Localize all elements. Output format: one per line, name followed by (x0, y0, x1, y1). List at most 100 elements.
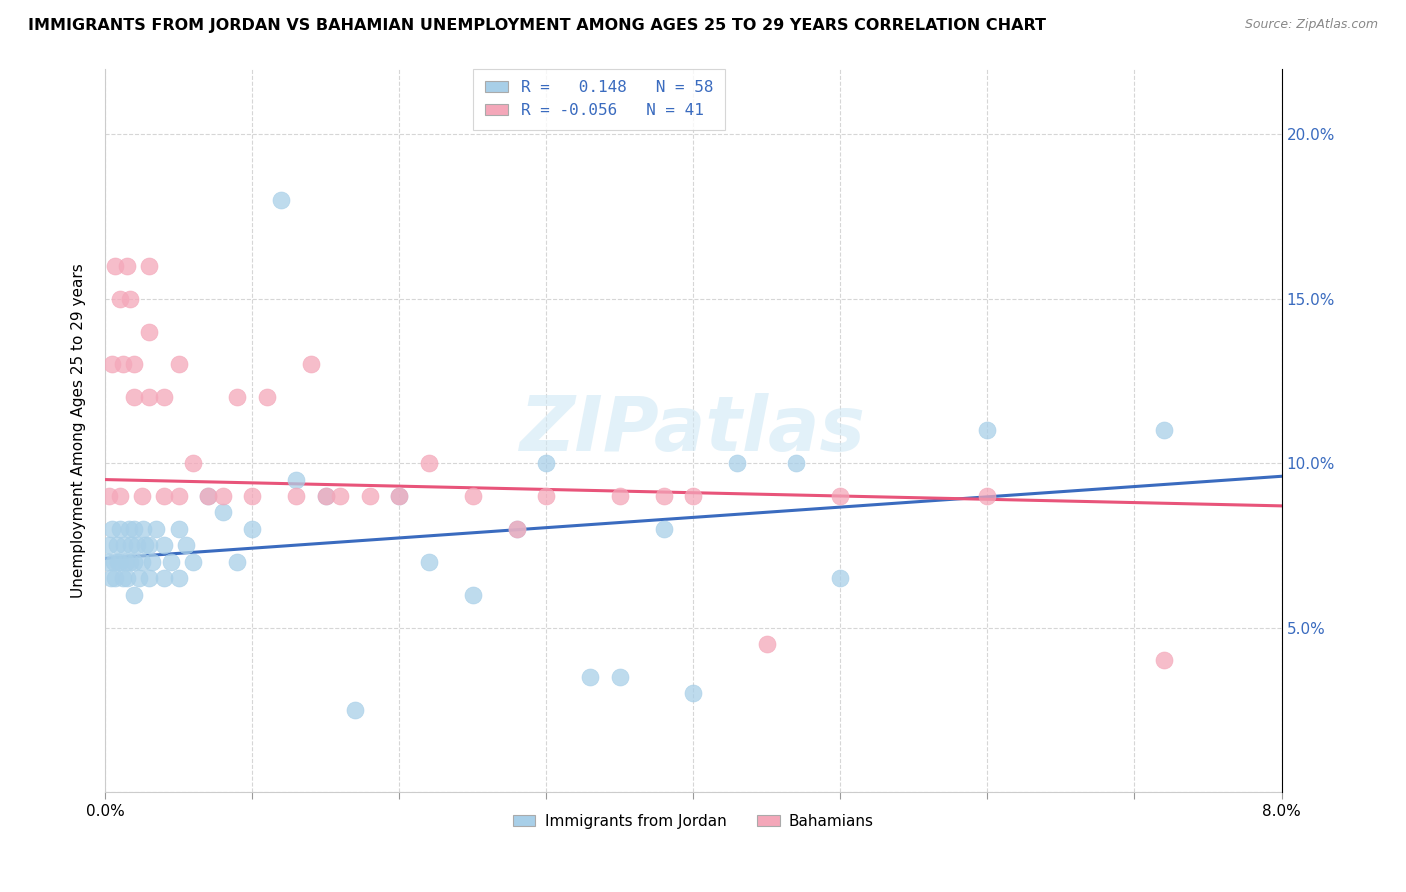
Point (1153, 653, 1175, 667)
Point (124, 390, 146, 404)
Point (153, 489, 176, 503)
Point (134, 538, 156, 552)
Point (461, 588, 484, 602)
Point (111, 358, 134, 372)
Point (315, 489, 337, 503)
Point (315, 489, 337, 503)
Text: IMMIGRANTS FROM JORDAN VS BAHAMIAN UNEMPLOYMENT AMONG AGES 25 TO 29 YEARS CORREL: IMMIGRANTS FROM JORDAN VS BAHAMIAN UNEMP… (28, 18, 1046, 33)
Point (145, 522, 167, 536)
Point (785, 456, 807, 470)
Point (299, 358, 322, 372)
Legend: Immigrants from Jordan, Bahamians: Immigrants from Jordan, Bahamians (506, 808, 880, 835)
Point (104, 259, 127, 273)
Point (682, 686, 704, 700)
Point (343, 703, 366, 717)
Point (226, 390, 249, 404)
Point (115, 571, 138, 585)
Point (652, 522, 675, 536)
Point (105, 538, 128, 552)
Point (124, 522, 146, 536)
Point (118, 292, 141, 306)
Point (285, 489, 308, 503)
Point (1153, 423, 1175, 437)
Point (167, 522, 190, 536)
Point (108, 522, 131, 536)
Point (108, 489, 131, 503)
Point (181, 555, 204, 569)
Point (131, 555, 153, 569)
Point (118, 555, 141, 569)
Point (153, 390, 176, 404)
Point (132, 522, 155, 536)
Point (609, 670, 631, 684)
Point (115, 259, 138, 273)
Point (418, 456, 440, 470)
Point (124, 588, 146, 602)
Point (167, 358, 190, 372)
Point (652, 489, 675, 503)
Point (101, 358, 124, 372)
Point (534, 489, 557, 503)
Point (579, 670, 602, 684)
Point (725, 456, 748, 470)
Point (100, 571, 122, 585)
Point (97, 555, 120, 569)
Point (124, 358, 146, 372)
Point (124, 555, 146, 569)
Point (359, 489, 381, 503)
Point (98, 538, 121, 552)
Point (418, 555, 440, 569)
Point (101, 522, 124, 536)
Point (976, 423, 998, 437)
Point (755, 637, 778, 651)
Point (388, 489, 411, 503)
Point (167, 489, 190, 503)
Point (138, 390, 160, 404)
Point (153, 538, 176, 552)
Point (121, 538, 143, 552)
Point (830, 489, 852, 503)
Point (141, 555, 163, 569)
Point (108, 555, 131, 569)
Point (609, 489, 631, 503)
Point (211, 489, 233, 503)
Point (153, 571, 176, 585)
Point (256, 390, 278, 404)
Point (181, 456, 204, 470)
Point (226, 555, 249, 569)
Point (111, 571, 134, 585)
Point (682, 489, 704, 503)
Point (108, 292, 131, 306)
Point (138, 538, 160, 552)
Point (127, 538, 149, 552)
Point (117, 522, 139, 536)
Point (114, 555, 136, 569)
Point (270, 193, 292, 207)
Point (388, 489, 411, 503)
Text: Source: ZipAtlas.com: Source: ZipAtlas.com (1244, 18, 1378, 31)
Point (197, 489, 219, 503)
Point (112, 538, 135, 552)
Point (138, 571, 160, 585)
Point (98, 489, 121, 503)
Point (138, 259, 160, 273)
Y-axis label: Unemployment Among Ages 25 to 29 years: Unemployment Among Ages 25 to 29 years (72, 263, 86, 598)
Point (285, 473, 308, 487)
Point (506, 522, 529, 536)
Point (197, 489, 219, 503)
Point (506, 522, 529, 536)
Point (976, 489, 998, 503)
Point (131, 489, 153, 503)
Point (128, 571, 150, 585)
Point (211, 505, 233, 519)
Point (160, 555, 183, 569)
Point (138, 325, 160, 339)
Point (329, 489, 352, 503)
Point (461, 489, 484, 503)
Point (240, 522, 263, 536)
Point (107, 555, 129, 569)
Point (167, 571, 190, 585)
Point (103, 555, 125, 569)
Point (830, 571, 852, 585)
Point (534, 456, 557, 470)
